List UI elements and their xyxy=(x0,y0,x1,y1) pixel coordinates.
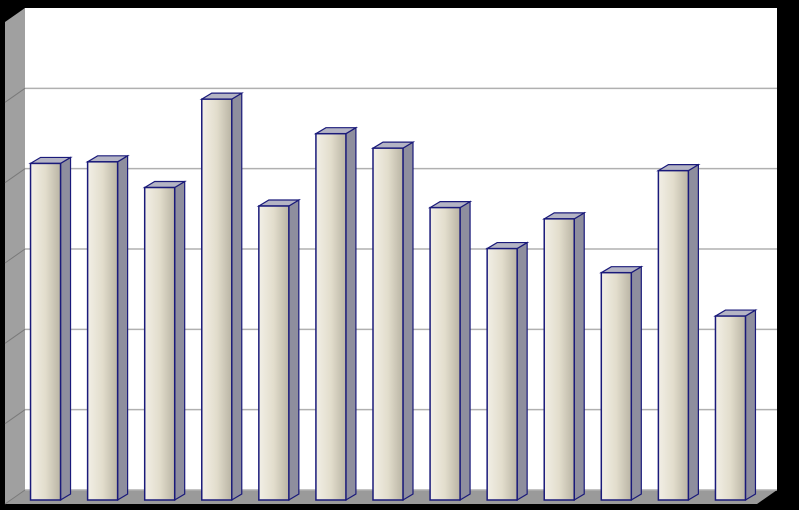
bar xyxy=(429,206,461,501)
bar xyxy=(315,132,347,501)
side-grid-line xyxy=(4,87,26,103)
side-grid-line xyxy=(4,248,26,264)
side-grid-line xyxy=(4,328,26,344)
bar xyxy=(143,186,176,501)
bar xyxy=(600,271,633,501)
side-grid-line xyxy=(4,409,26,425)
bar xyxy=(372,147,404,501)
bar-side xyxy=(516,241,528,502)
side-grid-line xyxy=(4,489,26,505)
bar-side xyxy=(174,180,186,502)
bar-side xyxy=(402,141,414,502)
bar xyxy=(657,169,690,501)
bar-side xyxy=(288,198,300,502)
bar xyxy=(201,98,233,501)
bar xyxy=(29,162,62,501)
bar xyxy=(543,218,575,501)
bar-side xyxy=(231,92,243,502)
bar-side xyxy=(630,265,642,502)
bar-side xyxy=(459,200,471,502)
bar xyxy=(486,247,518,501)
bar-side xyxy=(59,156,72,502)
bar-side xyxy=(573,211,585,502)
bar-side xyxy=(687,163,699,502)
bar-side xyxy=(345,126,357,502)
bar xyxy=(258,205,290,501)
bar-side xyxy=(744,308,757,502)
bar xyxy=(714,315,747,501)
side-grid-line xyxy=(4,168,26,184)
bar-side xyxy=(117,154,129,502)
bar xyxy=(86,161,119,501)
